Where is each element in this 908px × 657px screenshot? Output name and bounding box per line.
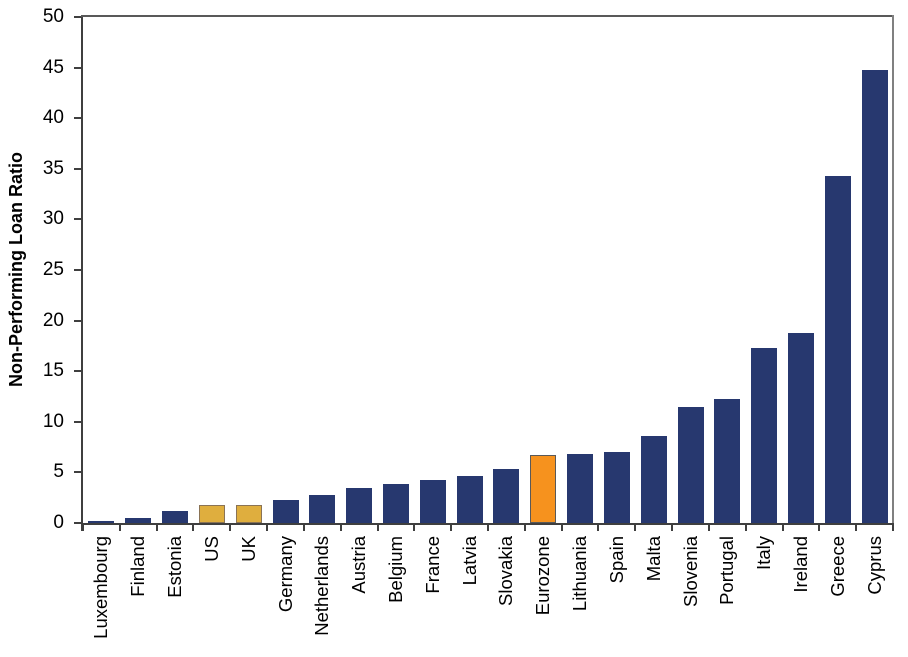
y-tick — [74, 218, 83, 221]
x-tick-label-ireland: Ireland — [789, 536, 811, 593]
y-tick — [74, 471, 83, 474]
bar-malta — [640, 435, 667, 523]
bar-latvia — [456, 476, 483, 523]
x-tick — [118, 523, 121, 531]
x-tick — [523, 523, 526, 531]
bar-eurozone — [530, 455, 557, 523]
bar-uk — [235, 504, 262, 523]
y-tick-label: 30 — [42, 208, 64, 230]
x-tick-label-eurozone: Eurozone — [532, 536, 554, 616]
x-tick — [339, 523, 342, 531]
y-tick — [74, 16, 83, 18]
x-tick — [229, 523, 232, 531]
x-tick — [634, 523, 637, 531]
y-tick — [74, 522, 83, 524]
bar-germany — [272, 499, 299, 523]
x-tick-label-malta: Malta — [642, 536, 664, 582]
y-tick — [74, 66, 83, 69]
bar-ireland — [787, 332, 814, 523]
x-tick-label-uk: UK — [237, 536, 259, 562]
y-tick-label: 40 — [42, 107, 64, 129]
bar-finland — [125, 517, 152, 523]
y-tick-label: 10 — [42, 410, 64, 432]
x-tick — [266, 523, 269, 531]
y-tick — [74, 117, 83, 120]
x-tick — [855, 523, 858, 531]
bar-slovakia — [493, 469, 520, 523]
y-tick — [74, 269, 83, 271]
x-tick — [560, 523, 563, 531]
y-tick-label: 5 — [53, 461, 64, 483]
bar-us — [198, 504, 225, 523]
bar-estonia — [162, 510, 189, 523]
x-tick — [413, 523, 416, 531]
x-tick-label-lithuania: Lithuania — [569, 536, 591, 612]
bar-luxembourg — [88, 520, 115, 523]
y-tick-label: 0 — [53, 512, 64, 533]
x-tick — [450, 523, 453, 531]
x-tick-label-netherlands: Netherlands — [311, 536, 333, 636]
bar-netherlands — [309, 494, 336, 523]
plot-top-border — [81, 15, 893, 17]
bar-france — [419, 480, 446, 523]
bar-belgium — [382, 483, 409, 523]
x-tick — [82, 523, 84, 531]
x-tick — [487, 523, 489, 531]
x-tick-label-france: France — [421, 536, 443, 594]
y-tick-label: 35 — [42, 157, 64, 179]
x-tick-label-cyprus: Cyprus — [863, 536, 885, 595]
x-tick-label-belgium: Belgium — [384, 536, 406, 603]
bar-greece — [824, 175, 851, 523]
y-tick-label: 15 — [42, 360, 64, 382]
x-tick-label-italy: Italy — [753, 536, 775, 570]
plot-right-border — [892, 15, 894, 523]
x-tick — [744, 523, 747, 531]
bar-austria — [346, 487, 373, 523]
x-tick — [192, 523, 195, 531]
x-tick — [155, 523, 158, 531]
x-tick — [781, 523, 784, 531]
bar-slovenia — [677, 406, 704, 523]
x-tick-label-greece: Greece — [826, 536, 848, 597]
x-tick — [892, 523, 894, 531]
x-tick-label-luxembourg: Luxembourg — [90, 536, 112, 639]
x-tick — [302, 523, 305, 531]
x-tick — [818, 523, 821, 531]
x-tick-label-us: US — [200, 536, 222, 562]
x-tick — [671, 523, 674, 531]
bar-cyprus — [861, 69, 888, 523]
y-tick-label: 20 — [42, 309, 64, 331]
y-tick-label: 25 — [42, 259, 64, 280]
bar-spain — [603, 452, 630, 523]
bar-lithuania — [567, 454, 594, 523]
x-tick — [707, 523, 710, 531]
y-tick — [74, 167, 83, 170]
x-tick-label-finland: Finland — [127, 536, 149, 597]
y-tick — [74, 420, 83, 423]
y-tick — [74, 370, 83, 373]
x-tick-label-estonia: Estonia — [164, 536, 186, 598]
bar-portugal — [714, 398, 741, 523]
y-tick-label: 50 — [42, 6, 64, 27]
x-tick — [597, 523, 600, 531]
y-axis-line — [81, 15, 83, 531]
x-tick-label-germany: Germany — [274, 536, 296, 613]
x-tick-label-slovenia: Slovenia — [679, 536, 701, 607]
bar-italy — [751, 347, 778, 523]
x-tick — [376, 523, 379, 531]
x-tick-label-austria: Austria — [348, 536, 370, 594]
y-tick — [74, 319, 83, 322]
x-tick-label-latvia: Latvia — [458, 536, 480, 586]
x-tick-label-spain: Spain — [605, 536, 627, 584]
x-tick-label-portugal: Portugal — [716, 536, 738, 605]
y-tick-label: 45 — [42, 56, 64, 78]
x-tick-label-slovakia: Slovakia — [495, 536, 517, 606]
